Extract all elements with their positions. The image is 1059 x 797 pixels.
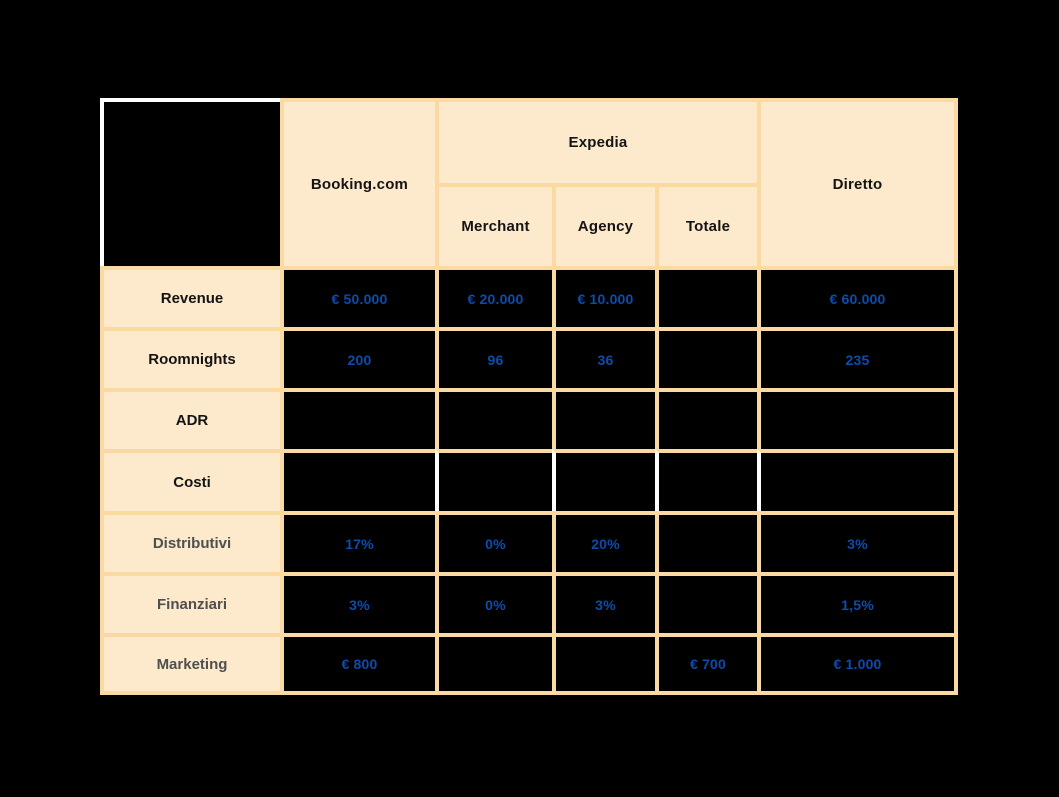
cell-finanziari-diretto: 1,5% <box>757 572 958 633</box>
cell-adr-diretto <box>757 388 958 449</box>
table-row-adr: ADR <box>100 388 958 449</box>
table-row-marketing: Marketing € 800 € 700 € 1.000 <box>100 633 958 695</box>
row-label-roomnights: Roomnights <box>100 327 280 388</box>
cell-finanziari-totale <box>655 572 757 633</box>
header-diretto: Diretto <box>757 98 958 266</box>
cell-adr-booking <box>280 388 435 449</box>
header-merchant: Merchant <box>435 183 552 266</box>
table-row-costi: Costi <box>100 449 958 511</box>
cell-marketing-agency <box>552 633 655 695</box>
corner-cell <box>100 98 280 266</box>
cell-distributivi-agency: 20% <box>552 511 655 572</box>
cell-finanziari-agency: 3% <box>552 572 655 633</box>
header-totale: Totale <box>655 183 757 266</box>
data-table: Booking.com Expedia Diretto Merchant Age… <box>100 98 958 695</box>
cell-roomnights-booking: 200 <box>280 327 435 388</box>
cell-adr-merchant <box>435 388 552 449</box>
cell-costi-agency <box>552 449 655 511</box>
cell-distributivi-merchant: 0% <box>435 511 552 572</box>
cell-roomnights-merchant: 96 <box>435 327 552 388</box>
cell-costi-merchant <box>435 449 552 511</box>
cell-marketing-booking: € 800 <box>280 633 435 695</box>
cell-distributivi-totale <box>655 511 757 572</box>
table-row-revenue: Revenue € 50.000 € 20.000 € 10.000 € 60.… <box>100 266 958 327</box>
row-label-finanziari: Finanziari <box>100 572 280 633</box>
cell-roomnights-diretto: 235 <box>757 327 958 388</box>
cell-finanziari-booking: 3% <box>280 572 435 633</box>
cell-costi-totale <box>655 449 757 511</box>
cell-revenue-booking: € 50.000 <box>280 266 435 327</box>
cell-roomnights-agency: 36 <box>552 327 655 388</box>
cell-finanziari-merchant: 0% <box>435 572 552 633</box>
cell-distributivi-diretto: 3% <box>757 511 958 572</box>
header-expedia: Expedia <box>435 98 757 183</box>
cell-marketing-diretto: € 1.000 <box>757 633 958 695</box>
cell-revenue-agency: € 10.000 <box>552 266 655 327</box>
row-label-revenue: Revenue <box>100 266 280 327</box>
header-booking: Booking.com <box>280 98 435 266</box>
cell-roomnights-totale <box>655 327 757 388</box>
table-row-distributivi: Distributivi 17% 0% 20% 3% <box>100 511 958 572</box>
cell-costi-diretto <box>757 449 958 511</box>
table-row-roomnights: Roomnights 200 96 36 235 <box>100 327 958 388</box>
table-row-finanziari: Finanziari 3% 0% 3% 1,5% <box>100 572 958 633</box>
cell-revenue-diretto: € 60.000 <box>757 266 958 327</box>
cell-marketing-merchant <box>435 633 552 695</box>
row-label-distributivi: Distributivi <box>100 511 280 572</box>
header-agency: Agency <box>552 183 655 266</box>
cell-adr-agency <box>552 388 655 449</box>
cell-revenue-merchant: € 20.000 <box>435 266 552 327</box>
row-label-costi: Costi <box>100 449 280 511</box>
cell-distributivi-booking: 17% <box>280 511 435 572</box>
cell-marketing-totale: € 700 <box>655 633 757 695</box>
cell-costi-booking <box>280 449 435 511</box>
row-label-adr: ADR <box>100 388 280 449</box>
cell-adr-totale <box>655 388 757 449</box>
cell-revenue-totale <box>655 266 757 327</box>
distribution-cost-table: Booking.com Expedia Diretto Merchant Age… <box>100 98 958 695</box>
row-label-marketing: Marketing <box>100 633 280 695</box>
